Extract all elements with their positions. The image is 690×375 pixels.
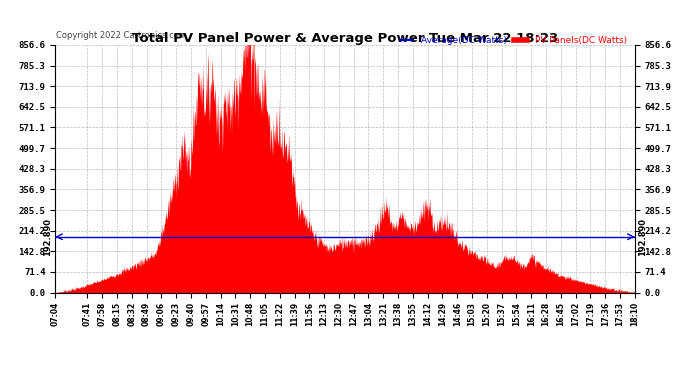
Text: 192.890: 192.890	[638, 218, 647, 256]
Title: Total PV Panel Power & Average Power Tue Mar 22 18:23: Total PV Panel Power & Average Power Tue…	[132, 32, 558, 45]
Text: Copyright 2022 Cartronics.com: Copyright 2022 Cartronics.com	[57, 31, 188, 40]
Text: 192.890: 192.890	[43, 218, 52, 256]
Legend: Average(DC Watts), PV Panels(DC Watts): Average(DC Watts), PV Panels(DC Watts)	[396, 32, 630, 48]
